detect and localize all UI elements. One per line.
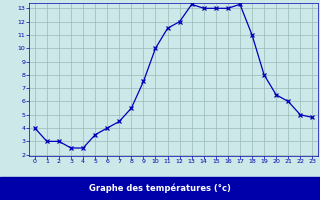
- Text: Graphe des températures (°c): Graphe des températures (°c): [89, 184, 231, 193]
